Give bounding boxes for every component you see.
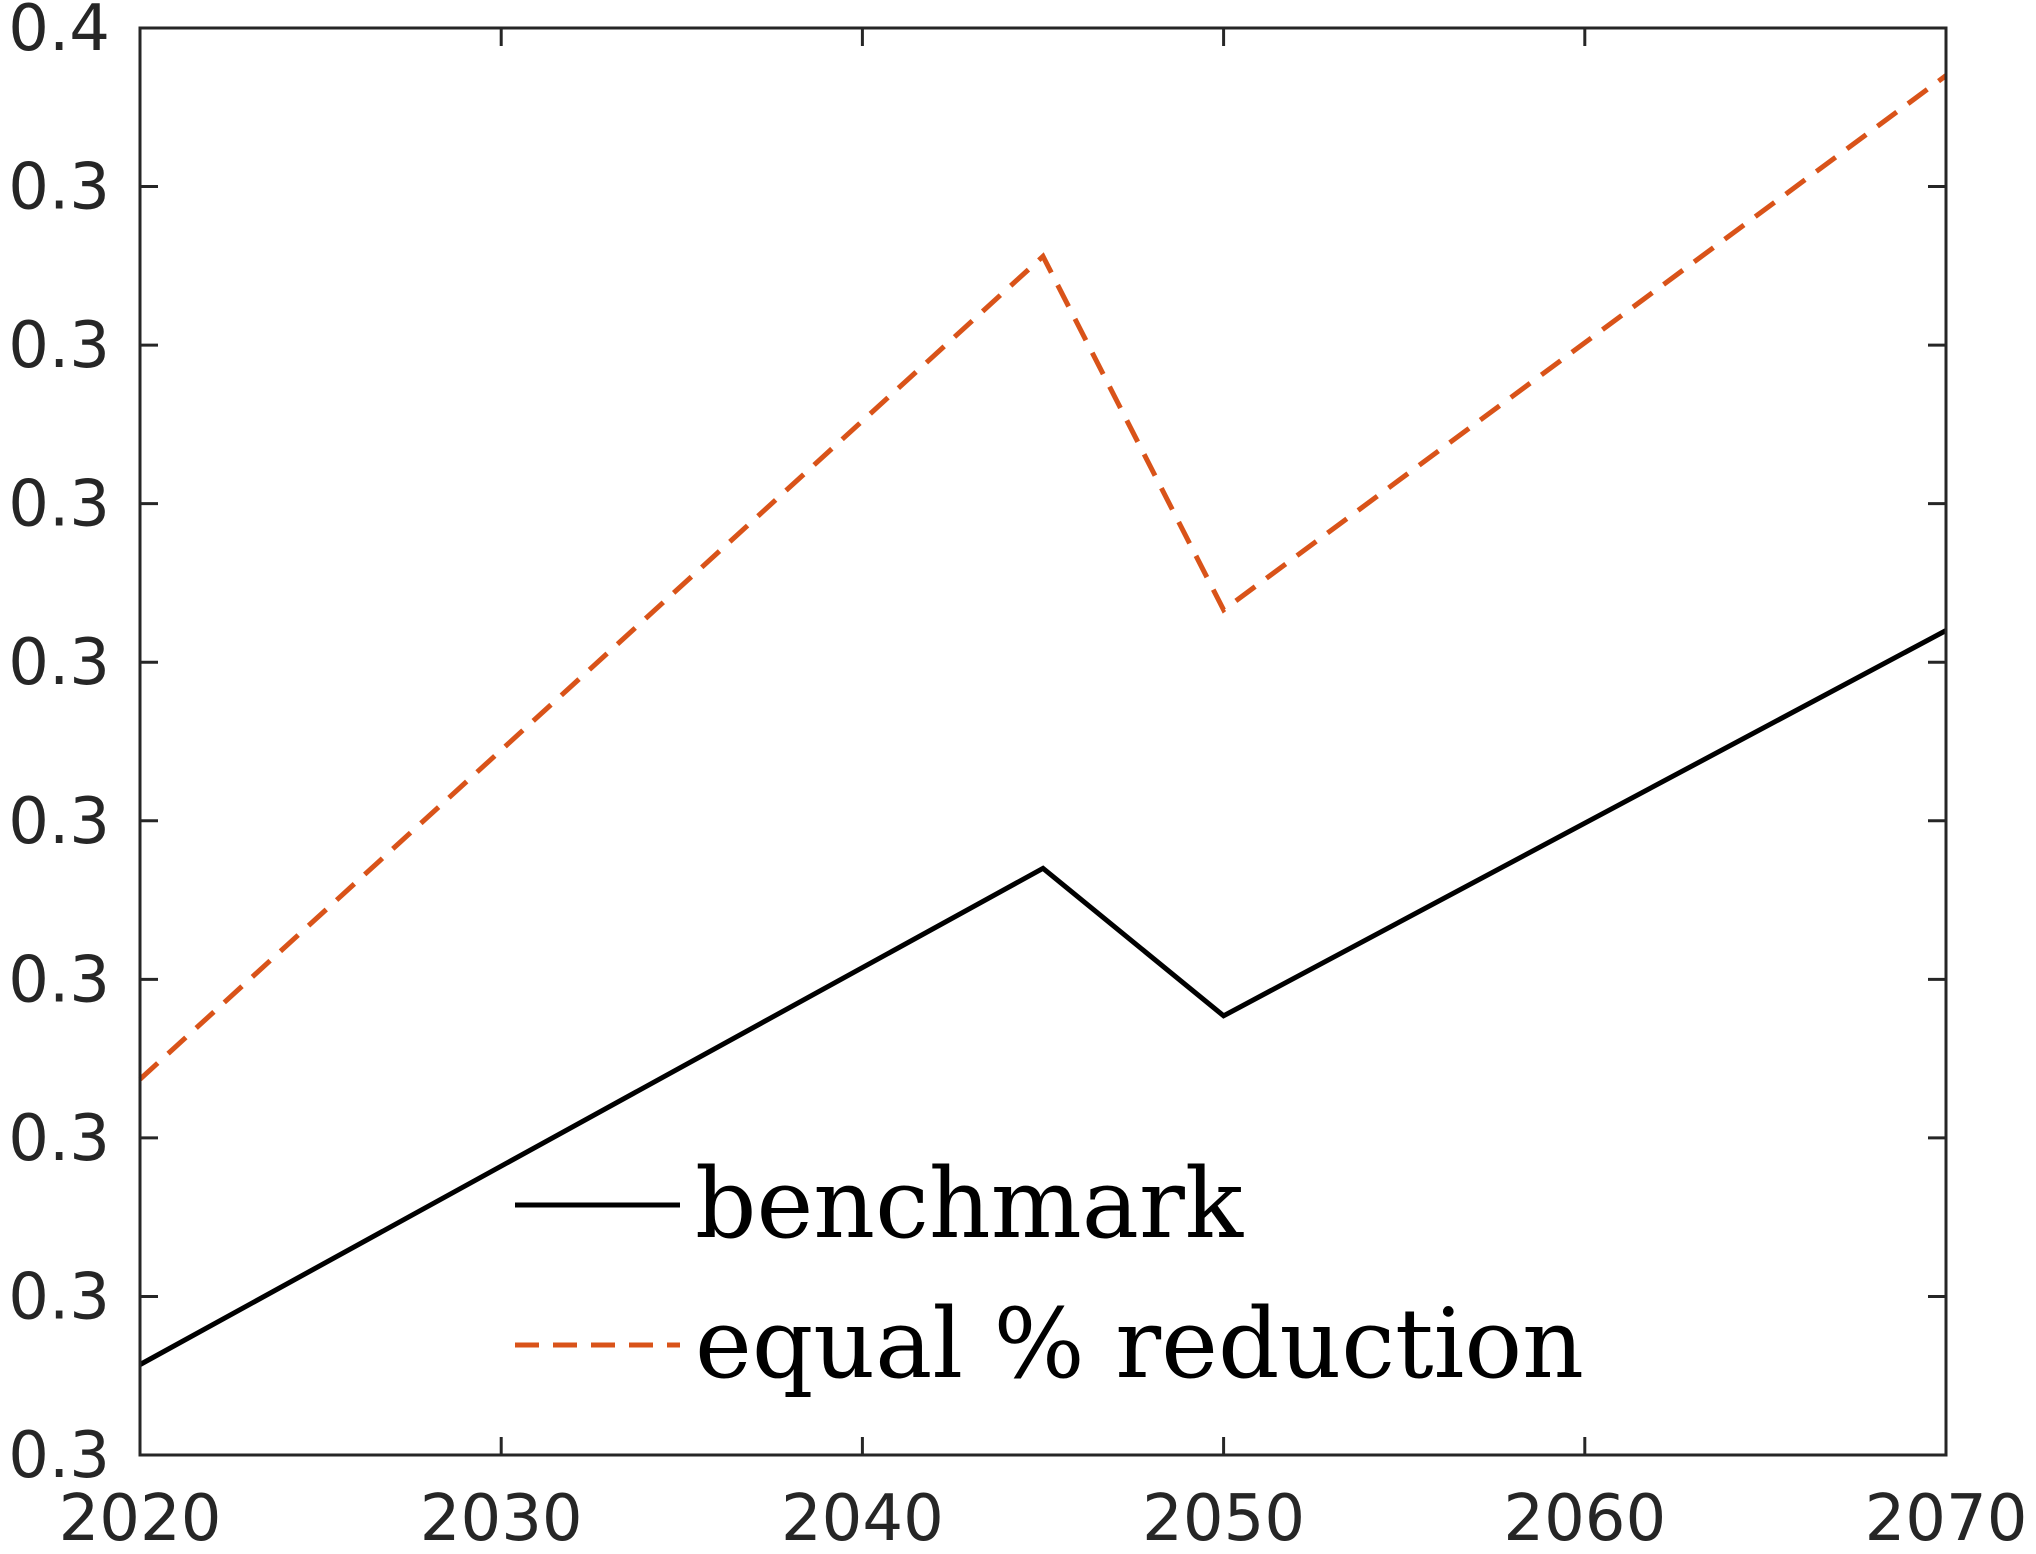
y-tick-label: 0.3 (8, 309, 110, 383)
x-tick-label: 2060 (1503, 1482, 1666, 1554)
chart-marks (138, 73, 1948, 1367)
legend-label-benchmark: benchmark (695, 1148, 1244, 1260)
x-tick-label: 2050 (1142, 1482, 1305, 1554)
plot-frame (138, 26, 1948, 1457)
y-tick-label: 0.3 (8, 943, 110, 1017)
x-axis-tick-labels: 2020 2030 2040 2050 2060 2070 (59, 1482, 2028, 1554)
y-tick-label: 0.4 (8, 0, 110, 66)
y-tick-label: 0.3 (8, 468, 110, 542)
y-tick-label: 0.3 (8, 785, 110, 859)
x-tick-label: 2020 (59, 1482, 222, 1554)
x-tick-label: 2030 (420, 1482, 583, 1554)
x-tick-label: 2070 (1865, 1482, 2028, 1554)
series-line-equal-reduction (138, 73, 1948, 1082)
y-tick-label: 0.3 (8, 1102, 110, 1176)
series-line-benchmark (138, 628, 1948, 1367)
legend: benchmark equal % reduction (515, 1148, 1584, 1400)
y-tick-label: 0.3 (8, 151, 110, 225)
y-tick-label: 0.3 (8, 1260, 110, 1334)
y-tick-label: 0.3 (8, 626, 110, 700)
y-axis-tick-labels: 0.3 0.3 0.3 0.3 0.3 0.3 0.3 0.3 0.3 0.4 (8, 0, 110, 1493)
axis-ticks (138, 26, 1948, 1457)
x-tick-label: 2040 (781, 1482, 944, 1554)
legend-label-equal-reduction: equal % reduction (695, 1288, 1584, 1400)
y-tick-label: 0.3 (8, 1419, 110, 1493)
